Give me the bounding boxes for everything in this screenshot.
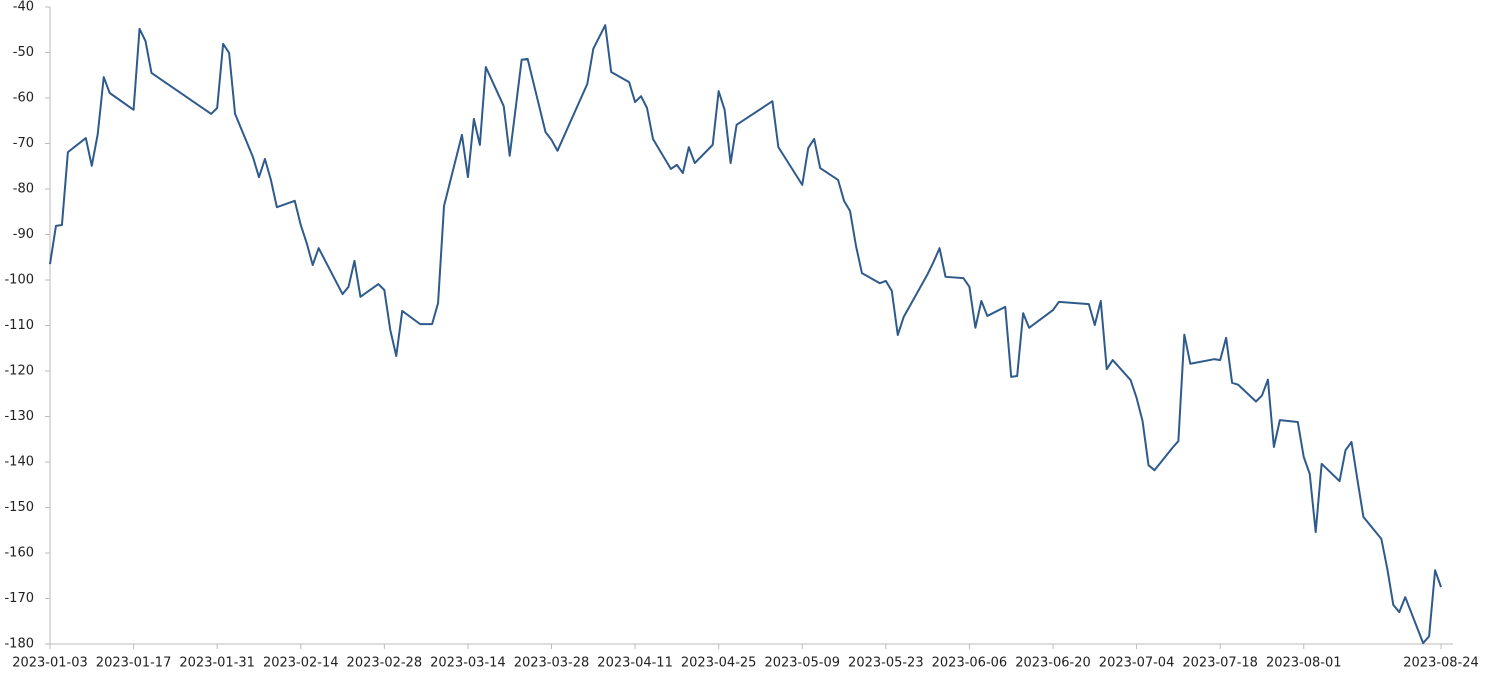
y-tick-label: -80 — [13, 182, 34, 197]
line-series — [49, 24, 1443, 645]
x-tick-label: 2023-06-06 — [932, 656, 1008, 671]
y-tick-label: -130 — [4, 409, 34, 424]
y-tick-label: -150 — [4, 500, 34, 515]
y-tick-label: -90 — [13, 227, 34, 242]
x-tick-label: 2023-06-20 — [1015, 656, 1091, 671]
y-tick-label: -60 — [13, 91, 34, 106]
y-tick-label: -140 — [4, 455, 34, 470]
x-tick-label: 2023-02-28 — [347, 656, 423, 671]
y-tick-label: -110 — [4, 318, 34, 333]
x-tick-label: 2023-07-04 — [1099, 656, 1175, 671]
x-tick-label: 2023-01-31 — [179, 656, 255, 671]
x-tick-label: 2023-02-14 — [263, 656, 339, 671]
x-tick-label: 2023-05-09 — [764, 656, 840, 671]
x-tick-label: 2023-07-18 — [1182, 656, 1258, 671]
x-tick-label: 2023-08-01 — [1266, 656, 1342, 671]
x-tick-label: 2023-04-25 — [681, 656, 757, 671]
y-tick-label: -70 — [13, 136, 34, 151]
x-tick-label: 2023-04-11 — [597, 656, 673, 671]
y-tick-label: -160 — [4, 546, 34, 561]
y-tick-label: -120 — [4, 364, 34, 379]
y-tick-label: -170 — [4, 591, 34, 606]
y-tick-label: -40 — [13, 0, 34, 15]
x-tick-label: 2023-08-24 — [1403, 656, 1479, 671]
x-tick-label: 2023-03-14 — [430, 656, 506, 671]
y-tick-label: -50 — [13, 45, 34, 60]
x-tick-label: 2023-01-03 — [12, 656, 88, 671]
x-tick-label: 2023-03-28 — [514, 656, 590, 671]
y-tick-label: -180 — [4, 637, 34, 652]
y-tick-label: -100 — [4, 273, 34, 288]
x-tick-label: 2023-05-23 — [848, 656, 924, 671]
x-tick-label: 2023-01-17 — [96, 656, 172, 671]
